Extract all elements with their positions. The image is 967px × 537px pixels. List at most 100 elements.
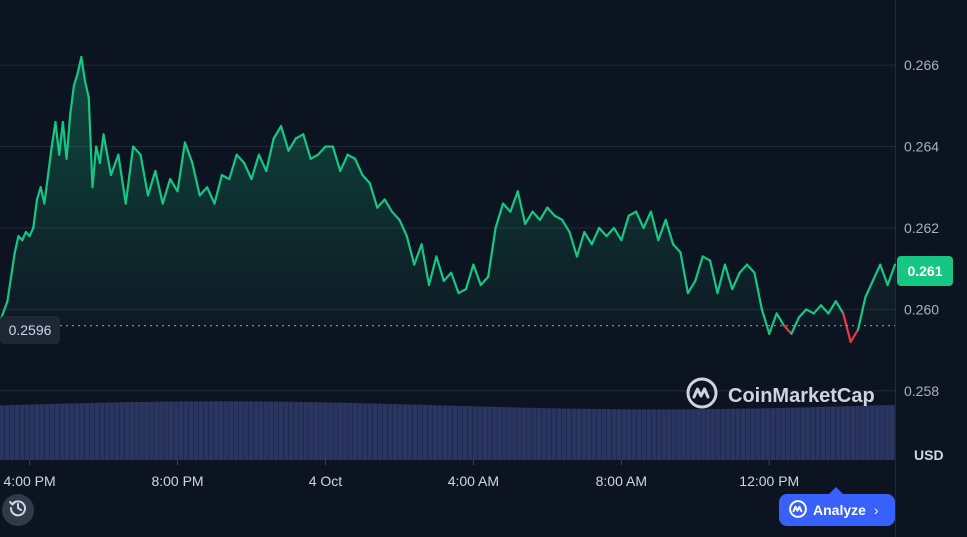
price-line-segment xyxy=(457,287,468,295)
volume-bar xyxy=(39,404,45,460)
price-line-segment xyxy=(516,190,527,225)
price-line-segment xyxy=(568,230,579,258)
price-line-segment xyxy=(220,173,231,181)
volume-bar xyxy=(566,408,572,460)
volume-bar xyxy=(532,407,537,460)
price-line-segment xyxy=(479,275,490,287)
volume-bar xyxy=(755,408,761,460)
volume-bar xyxy=(730,408,736,460)
volume-bar xyxy=(432,405,438,460)
volume-bar xyxy=(74,403,80,460)
volume-bar xyxy=(805,407,811,460)
price-line-segment xyxy=(117,153,127,205)
volume-bar xyxy=(442,405,448,460)
watermark-text: CoinMarketCap xyxy=(728,384,875,407)
volume-bar xyxy=(701,409,706,460)
price-line-segment xyxy=(331,145,342,173)
volume-bar xyxy=(631,409,637,460)
volume-bar xyxy=(412,404,418,460)
price-line-segment xyxy=(80,55,87,83)
volume-bar xyxy=(149,401,154,460)
volume-bar xyxy=(179,401,184,460)
price-line-segment xyxy=(790,316,800,335)
volume-bar xyxy=(830,406,836,460)
start-price-label: 0.2596 xyxy=(8,322,52,338)
volume-bar xyxy=(382,403,388,460)
volume-bar xyxy=(258,401,264,460)
price-line-segment xyxy=(472,263,482,287)
volume-bar xyxy=(646,409,652,460)
volume-bar xyxy=(815,407,821,460)
currency-label: USD xyxy=(914,447,944,463)
price-line-segment xyxy=(21,230,27,242)
history-icon xyxy=(8,498,28,523)
volume-bar xyxy=(457,405,463,460)
volume-bar xyxy=(725,408,731,460)
price-line-segment xyxy=(420,243,431,287)
volume-bar xyxy=(696,409,701,460)
volume-bar xyxy=(671,409,676,460)
volume-bar xyxy=(174,401,179,460)
volume-bar xyxy=(104,402,110,460)
volume-bar xyxy=(447,405,453,460)
history-button[interactable] xyxy=(2,494,34,526)
volume-bar xyxy=(870,405,875,460)
price-line-segment xyxy=(842,312,852,344)
volume-bar xyxy=(69,403,75,460)
price-line-segment xyxy=(538,206,549,221)
analyze-logo-icon xyxy=(789,499,807,521)
volume-bar xyxy=(452,405,458,460)
volume-bar xyxy=(512,407,517,460)
volume-bar xyxy=(313,402,318,460)
volume-bar xyxy=(835,406,841,460)
price-line-segment xyxy=(109,153,120,177)
volume-bar xyxy=(770,408,776,460)
price-line-segment xyxy=(28,226,35,238)
price-line-segment xyxy=(339,153,349,173)
price-line-segment xyxy=(139,153,150,197)
price-line-segment xyxy=(708,259,719,295)
price-line-segment xyxy=(58,121,64,156)
price-line-segment xyxy=(864,279,874,299)
volume-bar xyxy=(845,406,850,460)
volume-bar xyxy=(477,406,483,460)
volume-bar xyxy=(387,403,393,460)
analyze-button[interactable]: Analyze › xyxy=(779,494,895,526)
price-line-segment xyxy=(679,251,689,295)
price-line-segment xyxy=(871,263,882,282)
volume-bar xyxy=(765,408,771,460)
volume-bar xyxy=(517,407,522,460)
price-line-segment xyxy=(879,263,889,287)
volume-bar xyxy=(99,402,105,460)
volume-bar xyxy=(318,402,323,460)
y-tick-label: 0.264 xyxy=(904,139,939,155)
price-line-segment xyxy=(686,279,697,295)
volume-bar xyxy=(358,403,363,460)
volume-bar xyxy=(551,408,557,460)
price-line-segment xyxy=(546,206,556,217)
volume-bar xyxy=(860,405,865,460)
price-line-segment xyxy=(235,153,246,164)
volume-bar xyxy=(502,407,507,460)
price-line-segment xyxy=(242,161,253,181)
volume-bar xyxy=(49,403,55,460)
volume-bar xyxy=(541,408,547,460)
volume-bar xyxy=(14,404,20,460)
volume-bar xyxy=(472,406,478,460)
volume-bar xyxy=(716,409,721,460)
volume-bar xyxy=(348,402,353,460)
volume-bar xyxy=(606,409,612,460)
volume-bar xyxy=(656,409,662,460)
price-line-segment xyxy=(353,157,364,177)
volume-bar xyxy=(288,401,294,460)
price-line-segment xyxy=(849,328,860,344)
volume-bar xyxy=(303,402,308,460)
x-axis: 4:00 PM 8:00 PM 4 Oct 4:00 AM 8:00 AM 12:00 P… xyxy=(4,460,799,489)
price-line-segment xyxy=(590,226,601,246)
volume-bar xyxy=(188,401,194,460)
volume-bar xyxy=(676,409,681,460)
volume-bar xyxy=(745,408,751,460)
volume-bar xyxy=(397,404,403,460)
volume-bar xyxy=(890,404,895,460)
